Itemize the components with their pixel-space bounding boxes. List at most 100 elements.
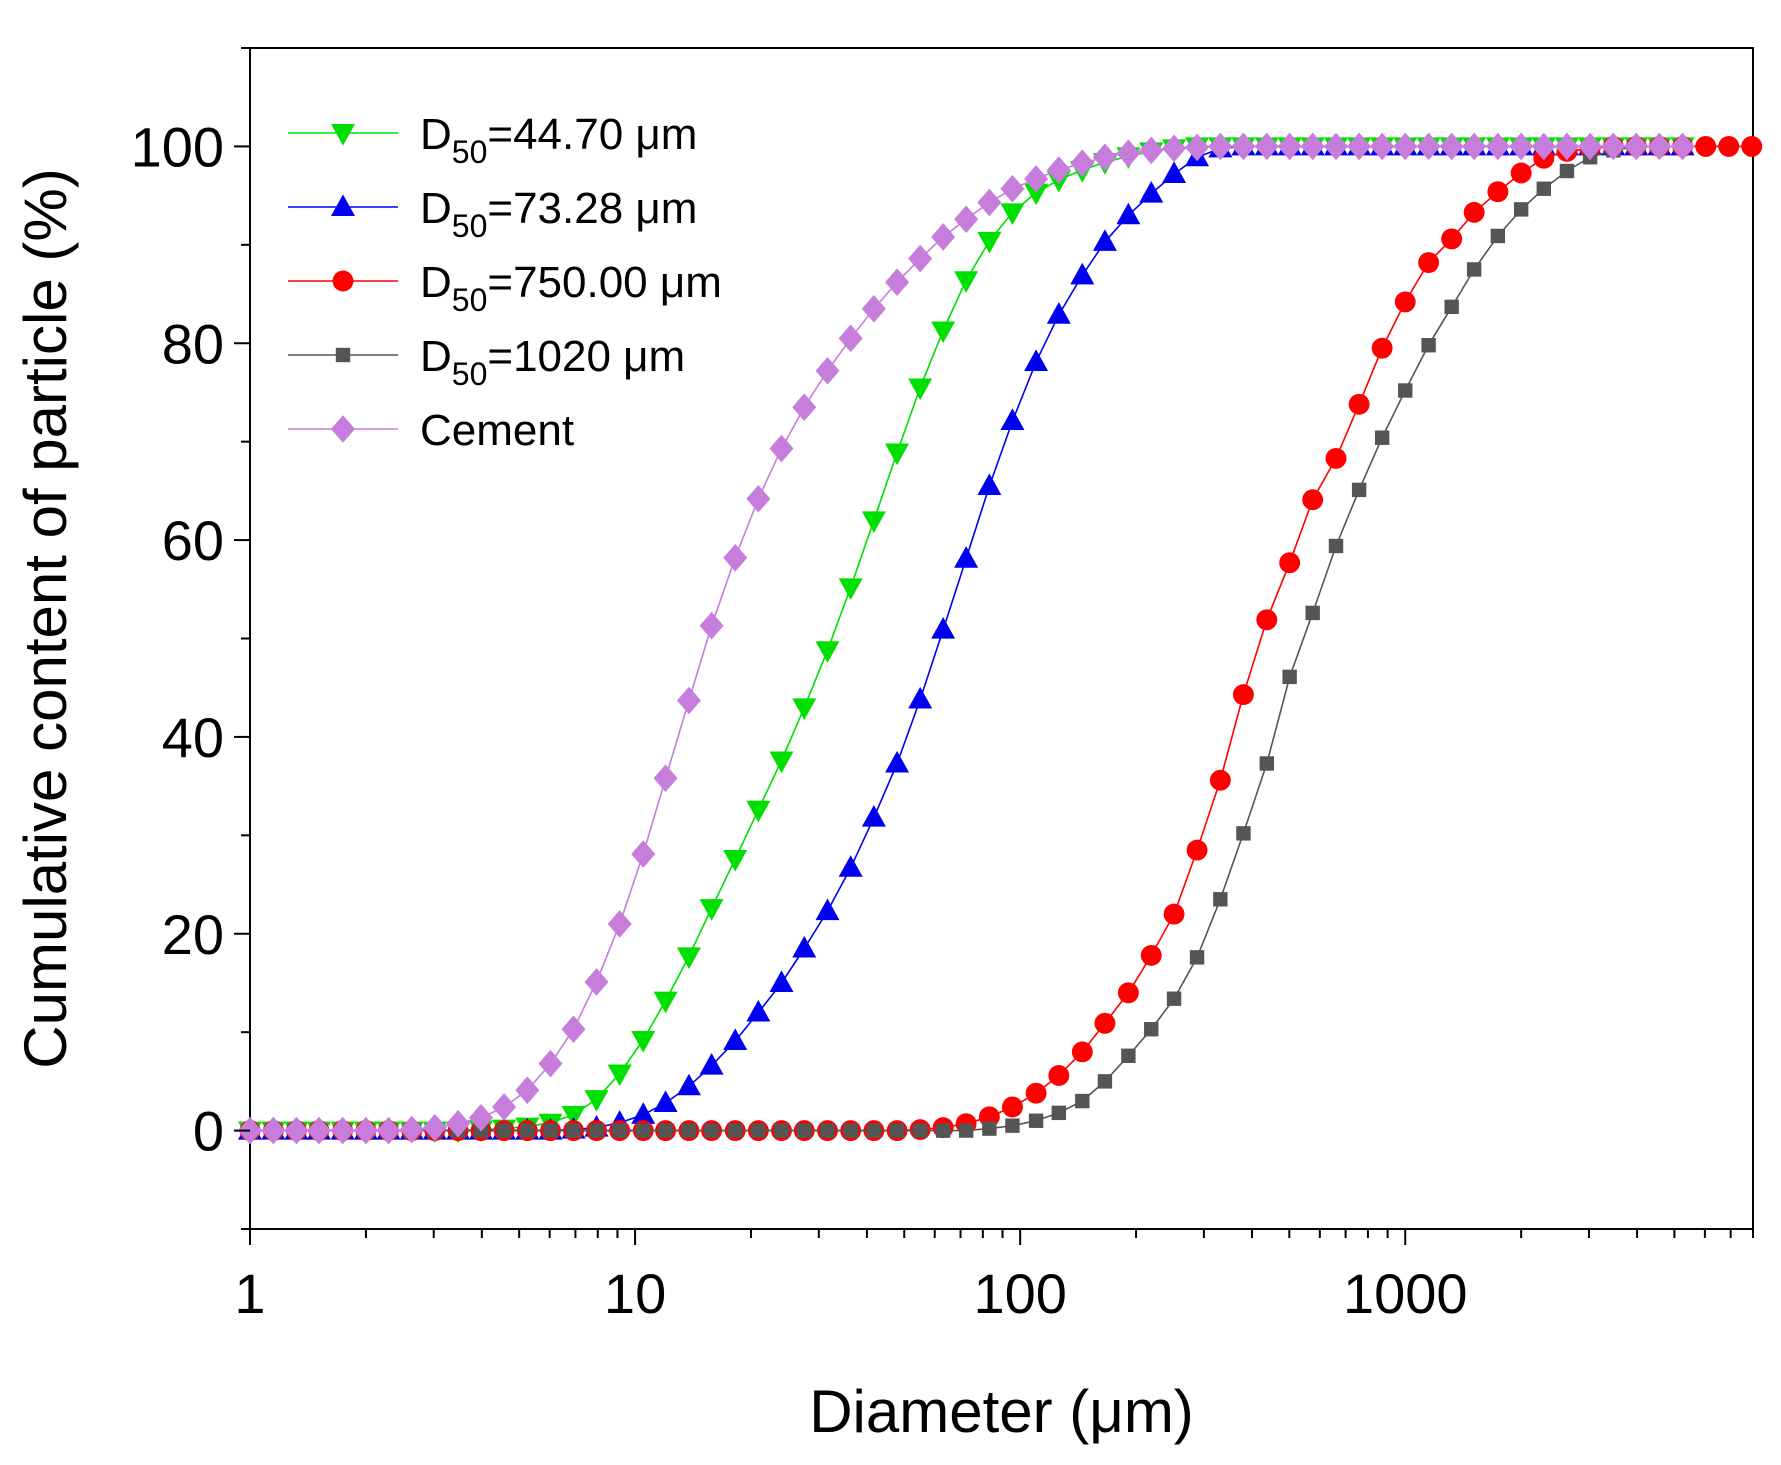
data-point [1513,202,1529,217]
data-point [399,1115,424,1144]
data-point [746,999,771,1022]
legend-label: Cement [420,406,574,455]
data-point [908,686,933,709]
data-point [723,543,748,572]
data-point [1075,1093,1090,1109]
data-point [1741,135,1763,157]
data-point [1213,892,1228,907]
data-point [1139,136,1164,165]
legend-label: D50=750.00 μm [420,258,722,318]
legend-label: D50=73.28 μm [420,184,697,244]
data-point [306,1116,331,1145]
data-point [977,473,1002,495]
data-point [653,991,678,1014]
legend-item: D50=750.00 μm [288,258,722,318]
data-point [676,1073,701,1096]
data-point [838,324,863,353]
data-point [1398,383,1413,398]
data-point [1300,132,1325,161]
data-point [1509,132,1534,161]
data-point [912,1123,928,1138]
data-point [1163,903,1185,925]
data-point [931,321,956,344]
data-point [1439,132,1464,161]
data-point [1236,826,1251,841]
data-point [1347,132,1372,161]
data-point [982,1121,997,1136]
data-point [1277,132,1302,161]
y-tick-label: 100 [131,115,224,178]
data-point [1393,132,1418,161]
data-point [861,295,886,323]
data-point [1000,203,1025,225]
data-point [1162,134,1187,163]
data-point [977,188,1002,217]
data-point [954,205,979,234]
data-point [1232,684,1254,706]
data-point [1116,139,1141,168]
data-point [792,698,817,720]
data-point [1536,181,1552,196]
y-axis-title: Cumulative content of particle (%) [12,168,79,1068]
data-point [1444,299,1459,315]
data-point [1421,338,1436,353]
y-tick-label: 40 [162,706,224,769]
data-point [658,1123,673,1138]
data-point [751,1123,766,1138]
x-tick-label: 1 [234,1262,265,1325]
data-point [1162,161,1187,183]
data-point [607,1064,632,1087]
data-point [1254,132,1279,161]
data-point [1024,349,1049,371]
data-point [1302,489,1324,511]
data-point [1394,291,1416,313]
data-point [723,849,748,872]
data-point [653,764,678,793]
data-point [792,935,817,958]
data-point [1185,133,1210,162]
data-point [1092,229,1117,251]
data-point [1051,1105,1067,1121]
data-point [843,1123,858,1138]
data-point [1351,482,1367,498]
data-point [284,1116,309,1145]
data-point [492,1093,517,1121]
data-point [561,1015,586,1044]
data-point [566,1123,581,1138]
data-point [861,805,886,827]
data-point [1094,1012,1116,1034]
data-point [797,1123,812,1138]
data-point [1002,1096,1023,1118]
y-tick-label: 80 [162,312,224,375]
data-point [1305,605,1320,621]
legend-item: D50=44.70 μm [288,110,697,170]
data-point [681,1123,697,1138]
data-point [769,751,794,774]
data-point [1374,430,1390,445]
data-point [815,898,840,921]
series-5 [238,132,1695,1145]
x-tick-label: 100 [973,1262,1066,1325]
legend-swatch-marker [331,124,355,146]
data-point [935,1123,951,1138]
data-point [931,617,956,639]
data-point [1028,1113,1044,1128]
data-point [612,1123,627,1138]
x-tick-label: 10 [604,1262,666,1325]
data-point [820,1123,835,1138]
data-point [1670,132,1695,161]
data-point [1209,769,1231,791]
data-point [866,1123,882,1138]
data-point [1186,839,1208,861]
data-point [885,750,910,773]
data-point [908,378,933,401]
data-point [1578,132,1603,161]
data-point [769,434,794,463]
y-tick-label: 0 [193,1100,224,1163]
data-point [520,1123,535,1138]
data-point [1121,1048,1136,1063]
legend-swatch-marker [331,194,355,216]
x-tick-label: 1000 [1343,1262,1468,1325]
